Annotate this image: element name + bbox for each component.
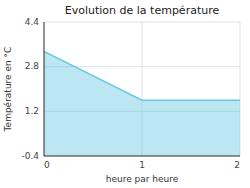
- x-tick-label: 0: [44, 160, 50, 170]
- y-axis-line: [44, 22, 45, 156]
- x-axis-line: [44, 156, 240, 157]
- x-axis-label: heure par heure: [106, 174, 179, 184]
- y-tick-label: -0.4: [21, 151, 39, 161]
- y-grid-line: [44, 156, 240, 157]
- line: [44, 51, 240, 100]
- y-tick-label: 2.8: [25, 61, 40, 71]
- y-axis-label: Température en °C: [3, 47, 13, 133]
- title: Evolution de la température: [65, 4, 220, 17]
- grid: [44, 22, 240, 156]
- plot-area: [44, 22, 240, 156]
- y-tick-label: 1.2: [25, 106, 39, 116]
- x-grid-line: [44, 22, 45, 156]
- x-tick-label: 1: [139, 160, 145, 170]
- y-tick-label: 4.4: [25, 17, 40, 27]
- area: [44, 51, 240, 156]
- x-tick-label: 2: [234, 160, 240, 170]
- series: [44, 51, 240, 156]
- chart: -0.4 1.2 2.8 4.4 0 1 2 Evolution de la températ…: [0, 0, 250, 188]
